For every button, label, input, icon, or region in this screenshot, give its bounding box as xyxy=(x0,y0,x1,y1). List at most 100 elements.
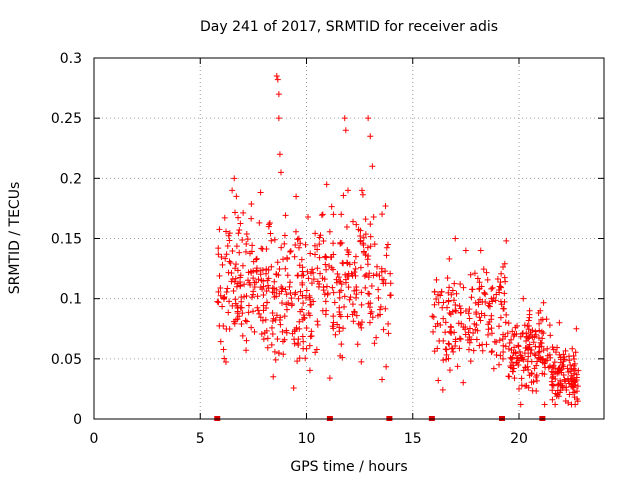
data-point xyxy=(555,365,562,372)
data-point xyxy=(323,266,330,273)
data-point xyxy=(263,305,270,312)
data-point xyxy=(302,355,309,362)
data-point xyxy=(226,230,233,237)
data-point xyxy=(443,346,450,353)
data-point xyxy=(232,209,239,216)
data-point xyxy=(380,326,387,333)
data-point xyxy=(229,248,236,255)
data-point xyxy=(465,346,472,353)
data-point xyxy=(269,330,276,337)
data-point xyxy=(248,269,255,276)
data-point xyxy=(537,339,544,346)
data-point xyxy=(249,242,256,249)
data-point xyxy=(297,240,304,247)
data-point xyxy=(440,315,447,322)
data-point xyxy=(322,253,329,260)
data-point xyxy=(260,336,267,343)
data-point xyxy=(239,262,246,269)
data-point xyxy=(509,328,516,335)
data-point xyxy=(539,356,546,363)
data-point xyxy=(243,347,250,354)
data-point xyxy=(466,315,473,322)
data-point xyxy=(294,236,301,243)
data-point xyxy=(248,324,255,331)
data-point xyxy=(318,212,325,219)
data-point xyxy=(371,241,378,248)
data-point xyxy=(314,321,321,328)
data-point xyxy=(458,320,465,327)
data-point xyxy=(260,291,267,298)
data-point xyxy=(524,358,531,365)
data-point xyxy=(526,372,533,379)
data-point xyxy=(535,355,542,362)
data-point xyxy=(462,247,469,254)
data-point xyxy=(326,375,333,382)
data-point xyxy=(365,290,372,297)
data-point xyxy=(337,240,344,247)
data-point xyxy=(345,251,352,258)
data-point xyxy=(456,335,463,342)
data-point xyxy=(479,347,486,354)
data-point xyxy=(312,251,319,258)
data-point xyxy=(290,385,297,392)
data-point xyxy=(226,298,233,305)
data-point xyxy=(515,342,522,349)
data-point xyxy=(269,309,276,316)
data-point xyxy=(330,313,337,320)
data-point xyxy=(447,330,454,337)
data-point xyxy=(531,351,538,358)
data-point xyxy=(351,259,358,266)
data-point xyxy=(570,352,577,359)
data-point xyxy=(484,331,491,338)
data-point xyxy=(314,246,321,253)
data-point xyxy=(434,345,441,352)
data-point xyxy=(245,302,252,309)
data-point xyxy=(298,256,305,263)
data-point xyxy=(245,277,251,284)
data-point xyxy=(273,312,280,319)
data-point xyxy=(532,331,539,338)
data-point xyxy=(272,356,279,363)
data-point xyxy=(273,73,280,80)
data-point xyxy=(450,348,457,355)
data-point xyxy=(549,387,556,394)
data-point xyxy=(326,263,333,270)
data-point xyxy=(433,276,440,283)
data-point xyxy=(448,291,455,298)
data-point xyxy=(289,300,296,307)
data-point xyxy=(550,362,557,369)
data-point xyxy=(247,281,254,288)
data-point xyxy=(520,295,527,302)
data-point xyxy=(340,260,347,267)
data-point xyxy=(540,347,547,354)
data-point xyxy=(369,163,376,170)
data-point xyxy=(500,305,507,312)
data-point xyxy=(233,283,240,290)
data-point xyxy=(440,337,447,344)
data-point xyxy=(353,294,360,301)
data-point xyxy=(291,340,298,347)
data-point xyxy=(288,295,295,302)
data-point xyxy=(486,300,493,307)
data-point xyxy=(328,203,335,210)
data-point xyxy=(248,248,255,255)
data-point xyxy=(472,326,479,333)
data-point xyxy=(275,115,282,122)
data-point xyxy=(525,317,532,324)
data-point xyxy=(506,340,513,347)
data-point xyxy=(439,386,446,393)
data-point xyxy=(466,325,473,332)
data-point xyxy=(488,330,495,337)
data-point xyxy=(567,361,574,368)
data-point xyxy=(355,320,362,327)
data-point xyxy=(287,248,294,255)
data-point xyxy=(435,377,442,384)
data-point xyxy=(384,241,391,248)
data-point xyxy=(273,286,280,293)
data-point xyxy=(452,338,459,345)
data-point xyxy=(312,349,319,356)
data-point xyxy=(226,258,233,265)
data-point xyxy=(334,321,341,328)
data-point xyxy=(353,221,360,228)
